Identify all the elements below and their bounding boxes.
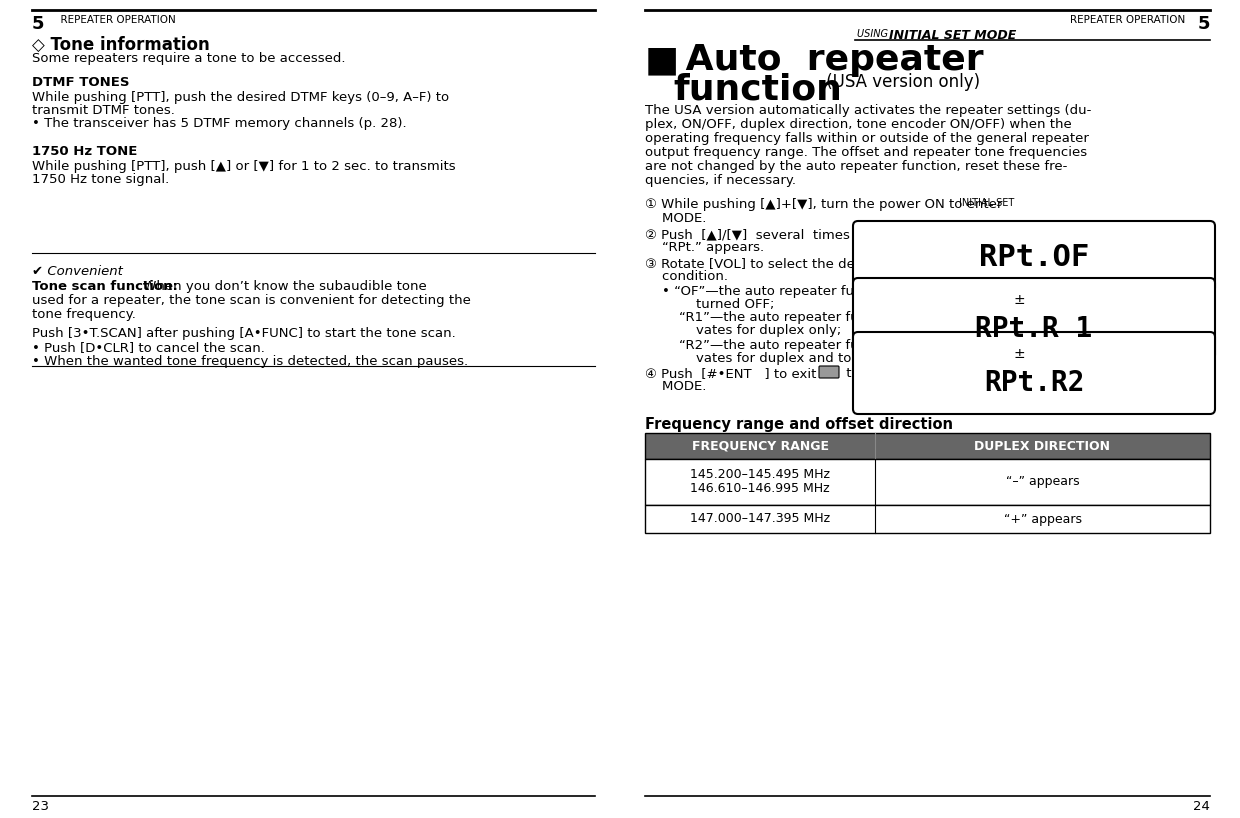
Text: “–” appears: “–” appears: [1006, 475, 1079, 488]
Text: 24: 24: [1193, 800, 1210, 813]
Text: operating frequency falls within or outside of the general repeater: operating frequency falls within or outs…: [645, 132, 1089, 145]
Text: • Push [D•CLR] to cancel the scan.: • Push [D•CLR] to cancel the scan.: [32, 341, 265, 354]
Text: turned OFF;: turned OFF;: [645, 298, 774, 311]
Text: REPEATER OPERATION: REPEATER OPERATION: [55, 15, 176, 25]
Text: “RPt.” appears.: “RPt.” appears.: [645, 241, 764, 254]
Text: DTMF TONES: DTMF TONES: [32, 76, 129, 89]
Text: “+” appears: “+” appears: [1003, 513, 1081, 525]
Text: tone frequency.: tone frequency.: [32, 308, 136, 321]
Text: used for a repeater, the tone scan is convenient for detecting the: used for a repeater, the tone scan is co…: [32, 294, 471, 307]
Text: 147.000–147.395 MHz: 147.000–147.395 MHz: [689, 513, 830, 525]
Text: 146.610–146.995 MHz: 146.610–146.995 MHz: [691, 483, 830, 496]
Text: ±: ±: [1013, 347, 1024, 361]
Text: • When the wanted tone frequency is detected, the scan pauses.: • When the wanted tone frequency is dete…: [32, 355, 469, 368]
Text: vates for duplex only;: vates for duplex only;: [645, 324, 841, 337]
Text: (USA version only): (USA version only): [821, 73, 980, 91]
Text: 1750 Hz TONE: 1750 Hz TONE: [32, 145, 138, 158]
Text: to exit: to exit: [842, 367, 893, 380]
Bar: [645, 459, 1210, 505]
Text: ② Push  [▲]/[▼]  several  times  until: ② Push [▲]/[▼] several times until: [645, 228, 888, 241]
Text: vates for duplex and tone.: vates for duplex and tone.: [645, 352, 872, 365]
Text: 5: 5: [1198, 15, 1210, 33]
Text: plex, ON/OFF, duplex direction, tone encoder ON/OFF) when the: plex, ON/OFF, duplex direction, tone enc…: [645, 118, 1071, 131]
Text: ±: ±: [1013, 293, 1024, 307]
Text: RPt.OF: RPt.OF: [978, 242, 1089, 272]
Text: While pushing [PTT], push [▲] or [▼] for 1 to 2 sec. to transmits: While pushing [PTT], push [▲] or [▼] for…: [32, 160, 455, 173]
FancyBboxPatch shape: [818, 366, 839, 378]
FancyBboxPatch shape: [853, 332, 1215, 414]
Text: RPt.R 1: RPt.R 1: [976, 315, 1092, 343]
Text: MODE.: MODE.: [645, 380, 707, 393]
Text: ■: ■: [645, 43, 680, 77]
Text: DUPLEX DIRECTION: DUPLEX DIRECTION: [975, 439, 1111, 452]
Text: ① While pushing [▲]+[▼], turn the power ON to enter: ① While pushing [▲]+[▼], turn the power …: [645, 198, 1007, 211]
Text: transmit DTMF tones.: transmit DTMF tones.: [32, 104, 175, 117]
Text: 23: 23: [32, 800, 50, 813]
FancyBboxPatch shape: [853, 221, 1215, 293]
Text: INITIAL SET: INITIAL SET: [893, 367, 949, 377]
Text: ④ Push  [#•ENT   ] to exit: ④ Push [#•ENT ] to exit: [645, 367, 821, 380]
Text: Frequency range and offset direction: Frequency range and offset direction: [645, 417, 954, 432]
Text: RPt.R2: RPt.R2: [983, 369, 1084, 397]
Bar: [645, 505, 1210, 533]
FancyBboxPatch shape: [853, 278, 1215, 360]
Text: quencies, if necessary.: quencies, if necessary.: [645, 174, 796, 187]
Text: MODE.: MODE.: [645, 212, 707, 225]
Text: function: function: [673, 73, 842, 107]
Text: While pushing [PTT], push the desired DTMF keys (0–9, A–F) to: While pushing [PTT], push the desired DT…: [32, 91, 449, 104]
Text: • The transceiver has 5 DTMF memory channels (p. 28).: • The transceiver has 5 DTMF memory chan…: [32, 117, 407, 130]
Text: REPEATER OPERATION: REPEATER OPERATION: [1070, 15, 1192, 25]
Text: When you don’t know the subaudible tone: When you don’t know the subaudible tone: [139, 280, 427, 293]
Text: Push [3•T.SCAN] after pushing [A•FUNC] to start the tone scan.: Push [3•T.SCAN] after pushing [A•FUNC] t…: [32, 327, 456, 340]
Text: INITIAL SET: INITIAL SET: [959, 198, 1014, 208]
Text: The USA version automatically activates the repeater settings (du-: The USA version automatically activates …: [645, 104, 1091, 117]
Text: USING: USING: [857, 29, 892, 39]
Text: ✔ Convenient: ✔ Convenient: [32, 265, 123, 278]
Text: Auto  repeater: Auto repeater: [673, 43, 983, 77]
Text: are not changed by the auto repeater function, reset these fre-: are not changed by the auto repeater fun…: [645, 160, 1068, 173]
Text: output frequency range. The offset and repeater tone frequencies: output frequency range. The offset and r…: [645, 146, 1087, 159]
Text: Some repeaters require a tone to be accessed.: Some repeaters require a tone to be acce…: [32, 52, 346, 65]
Text: ◇ Tone information: ◇ Tone information: [32, 36, 210, 54]
Text: condition.: condition.: [645, 270, 728, 283]
Text: • “OF”—the auto repeater function is: • “OF”—the auto repeater function is: [645, 285, 910, 298]
Bar: [645, 433, 1210, 459]
Text: INITIAL SET MODE: INITIAL SET MODE: [889, 29, 1017, 42]
Text: “R2”—the auto repeater function acti-: “R2”—the auto repeater function acti-: [645, 339, 934, 352]
Text: 145.200–145.495 MHz: 145.200–145.495 MHz: [689, 469, 830, 482]
Text: ③ Rotate [VOL] to select the desired: ③ Rotate [VOL] to select the desired: [645, 257, 888, 270]
Text: FREQUENCY RANGE: FREQUENCY RANGE: [692, 439, 828, 452]
Text: Tone scan function:: Tone scan function:: [32, 280, 177, 293]
Text: 1750 Hz tone signal.: 1750 Hz tone signal.: [32, 173, 169, 186]
Text: “R1”—the auto repeater function acti-: “R1”—the auto repeater function acti-: [645, 311, 934, 324]
Text: 5: 5: [32, 15, 45, 33]
